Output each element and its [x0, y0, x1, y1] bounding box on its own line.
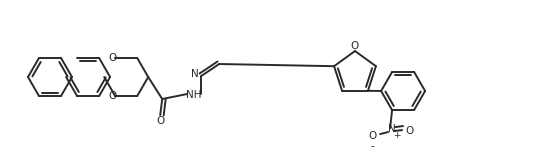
Text: O: O — [351, 41, 359, 51]
Text: NH: NH — [187, 90, 202, 100]
Text: O: O — [368, 131, 376, 141]
Text: O: O — [108, 53, 116, 63]
Text: O: O — [108, 91, 116, 101]
Text: +: + — [393, 131, 401, 140]
Text: O: O — [156, 116, 164, 126]
Text: N: N — [388, 124, 396, 134]
Text: O: O — [405, 126, 413, 136]
Text: N: N — [192, 69, 199, 79]
Text: -: - — [370, 141, 374, 151]
